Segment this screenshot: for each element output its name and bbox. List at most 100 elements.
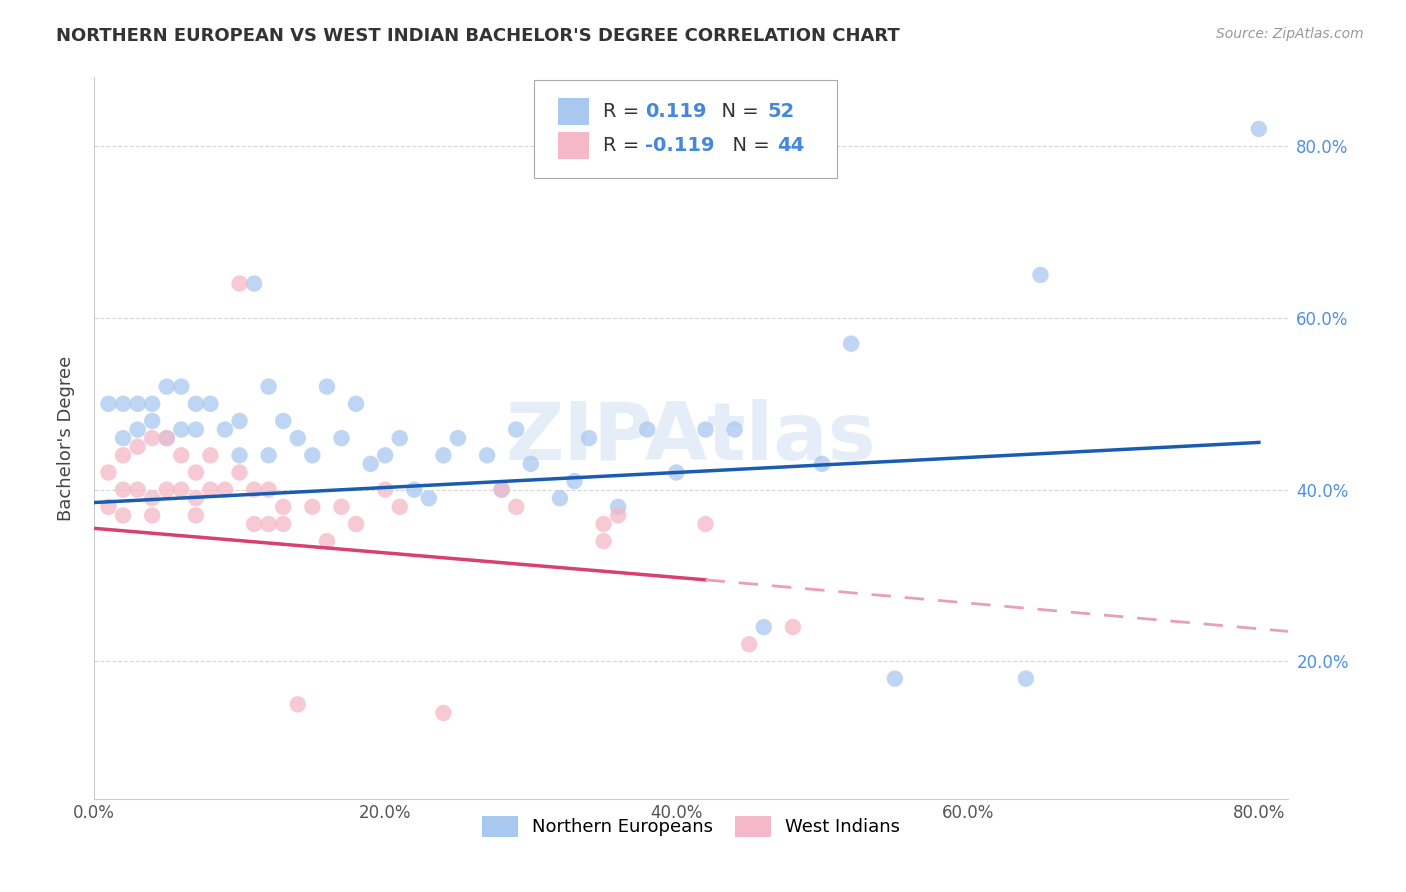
Point [548, 491, 571, 506]
Point [883, 672, 905, 686]
Point [184, 423, 207, 437]
Point [112, 483, 135, 497]
Point [388, 500, 411, 514]
Point [388, 431, 411, 445]
Point [257, 448, 280, 462]
Point [112, 508, 135, 523]
Point [592, 534, 614, 549]
Point [243, 277, 266, 291]
Point [141, 414, 163, 428]
Point [127, 423, 149, 437]
Point [112, 431, 135, 445]
Legend: Northern Europeans, West Indians: Northern Europeans, West Indians [474, 809, 907, 844]
Point [404, 483, 426, 497]
Point [360, 457, 382, 471]
Point [724, 423, 747, 437]
Point [564, 474, 586, 488]
Point [811, 457, 834, 471]
Point [491, 483, 513, 497]
Point [141, 397, 163, 411]
Point [1015, 672, 1038, 686]
Point [271, 516, 294, 531]
Point [839, 336, 862, 351]
Point [257, 516, 280, 531]
Point [271, 414, 294, 428]
Point [271, 500, 294, 514]
Point [184, 491, 207, 506]
Point [214, 483, 236, 497]
Point [301, 500, 323, 514]
Point [200, 483, 222, 497]
Text: Source: ZipAtlas.com: Source: ZipAtlas.com [1216, 27, 1364, 41]
Point [141, 491, 163, 506]
Point [228, 466, 250, 480]
Point [344, 516, 367, 531]
Text: ZIPAtlas: ZIPAtlas [506, 399, 876, 477]
Text: 52: 52 [768, 102, 794, 121]
Point [782, 620, 804, 634]
Point [156, 431, 179, 445]
Point [607, 508, 630, 523]
Point [112, 397, 135, 411]
Point [127, 397, 149, 411]
Point [316, 534, 339, 549]
Point [141, 431, 163, 445]
Point [418, 491, 440, 506]
Point [228, 414, 250, 428]
Point [112, 448, 135, 462]
Point [752, 620, 775, 634]
Point [141, 508, 163, 523]
Point [97, 500, 120, 514]
Text: NORTHERN EUROPEAN VS WEST INDIAN BACHELOR'S DEGREE CORRELATION CHART: NORTHERN EUROPEAN VS WEST INDIAN BACHELO… [56, 27, 900, 45]
Point [432, 448, 454, 462]
Point [200, 397, 222, 411]
Text: 0.119: 0.119 [645, 102, 707, 121]
Point [475, 448, 498, 462]
Point [156, 431, 179, 445]
Point [520, 457, 543, 471]
Point [127, 440, 149, 454]
Point [578, 431, 600, 445]
Point [738, 637, 761, 651]
Point [1247, 122, 1270, 136]
Point [330, 500, 353, 514]
Point [447, 431, 470, 445]
Point [257, 483, 280, 497]
Point [156, 483, 179, 497]
Point [97, 466, 120, 480]
Point [257, 379, 280, 393]
Point [636, 423, 658, 437]
Point [301, 448, 323, 462]
Point [316, 379, 339, 393]
Point [287, 431, 309, 445]
Text: N =: N = [709, 102, 765, 121]
Point [214, 423, 236, 437]
Point [228, 448, 250, 462]
Point [184, 508, 207, 523]
Text: N =: N = [720, 136, 776, 155]
Y-axis label: Bachelor's Degree: Bachelor's Degree [58, 356, 75, 521]
Text: R =: R = [603, 136, 645, 155]
Point [97, 397, 120, 411]
Point [243, 483, 266, 497]
Text: -0.119: -0.119 [645, 136, 714, 155]
Point [374, 483, 396, 497]
Point [607, 500, 630, 514]
Point [344, 397, 367, 411]
Point [505, 500, 527, 514]
Point [665, 466, 688, 480]
Point [1029, 268, 1052, 282]
Text: 44: 44 [778, 136, 804, 155]
Point [170, 483, 193, 497]
Point [491, 483, 513, 497]
Point [170, 448, 193, 462]
Text: R =: R = [603, 102, 645, 121]
Point [170, 423, 193, 437]
Point [695, 516, 717, 531]
Point [374, 448, 396, 462]
Point [505, 423, 527, 437]
Point [287, 698, 309, 712]
Point [156, 379, 179, 393]
Point [184, 397, 207, 411]
Point [330, 431, 353, 445]
